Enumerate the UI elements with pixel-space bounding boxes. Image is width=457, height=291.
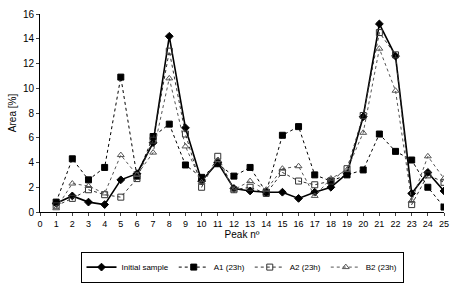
svg-text:16: 16 bbox=[294, 219, 304, 229]
svg-text:5: 5 bbox=[118, 219, 123, 229]
svg-text:15: 15 bbox=[277, 219, 287, 229]
svg-text:2: 2 bbox=[70, 219, 75, 229]
svg-text:25: 25 bbox=[439, 219, 449, 229]
svg-text:14: 14 bbox=[23, 33, 35, 44]
svg-text:4: 4 bbox=[28, 157, 34, 168]
svg-text:4: 4 bbox=[102, 219, 107, 229]
svg-text:0: 0 bbox=[28, 207, 34, 218]
svg-text:19: 19 bbox=[342, 219, 352, 229]
svg-text:12: 12 bbox=[23, 58, 35, 69]
svg-text:Area [%]: Area [%] bbox=[7, 94, 18, 133]
svg-text:17: 17 bbox=[310, 219, 320, 229]
svg-text:10: 10 bbox=[197, 219, 207, 229]
svg-text:7: 7 bbox=[151, 219, 156, 229]
svg-text:6: 6 bbox=[134, 219, 139, 229]
svg-text:9: 9 bbox=[183, 219, 188, 229]
svg-text:16: 16 bbox=[23, 9, 35, 20]
svg-text:14: 14 bbox=[261, 219, 271, 229]
svg-text:10: 10 bbox=[23, 83, 35, 94]
svg-text:22: 22 bbox=[391, 219, 401, 229]
svg-text:13: 13 bbox=[245, 219, 255, 229]
svg-text:0: 0 bbox=[37, 219, 42, 229]
svg-text:Initial sample: Initial sample bbox=[122, 263, 169, 272]
svg-text:20: 20 bbox=[358, 219, 368, 229]
svg-text:21: 21 bbox=[374, 219, 384, 229]
svg-text:A2 (23h): A2 (23h) bbox=[290, 263, 321, 272]
svg-text:6: 6 bbox=[28, 132, 34, 143]
svg-text:24: 24 bbox=[423, 219, 433, 229]
svg-text:3: 3 bbox=[86, 219, 91, 229]
svg-text:B2 (23h): B2 (23h) bbox=[366, 263, 397, 272]
svg-text:Peak nº: Peak nº bbox=[225, 229, 260, 240]
svg-text:8: 8 bbox=[28, 108, 34, 119]
svg-text:12: 12 bbox=[229, 219, 239, 229]
svg-text:23: 23 bbox=[407, 219, 417, 229]
svg-text:1: 1 bbox=[54, 219, 59, 229]
svg-text:18: 18 bbox=[326, 219, 336, 229]
svg-text:A1 (23h): A1 (23h) bbox=[214, 263, 245, 272]
svg-text:8: 8 bbox=[167, 219, 172, 229]
svg-text:2: 2 bbox=[28, 182, 34, 193]
svg-text:11: 11 bbox=[213, 219, 222, 229]
